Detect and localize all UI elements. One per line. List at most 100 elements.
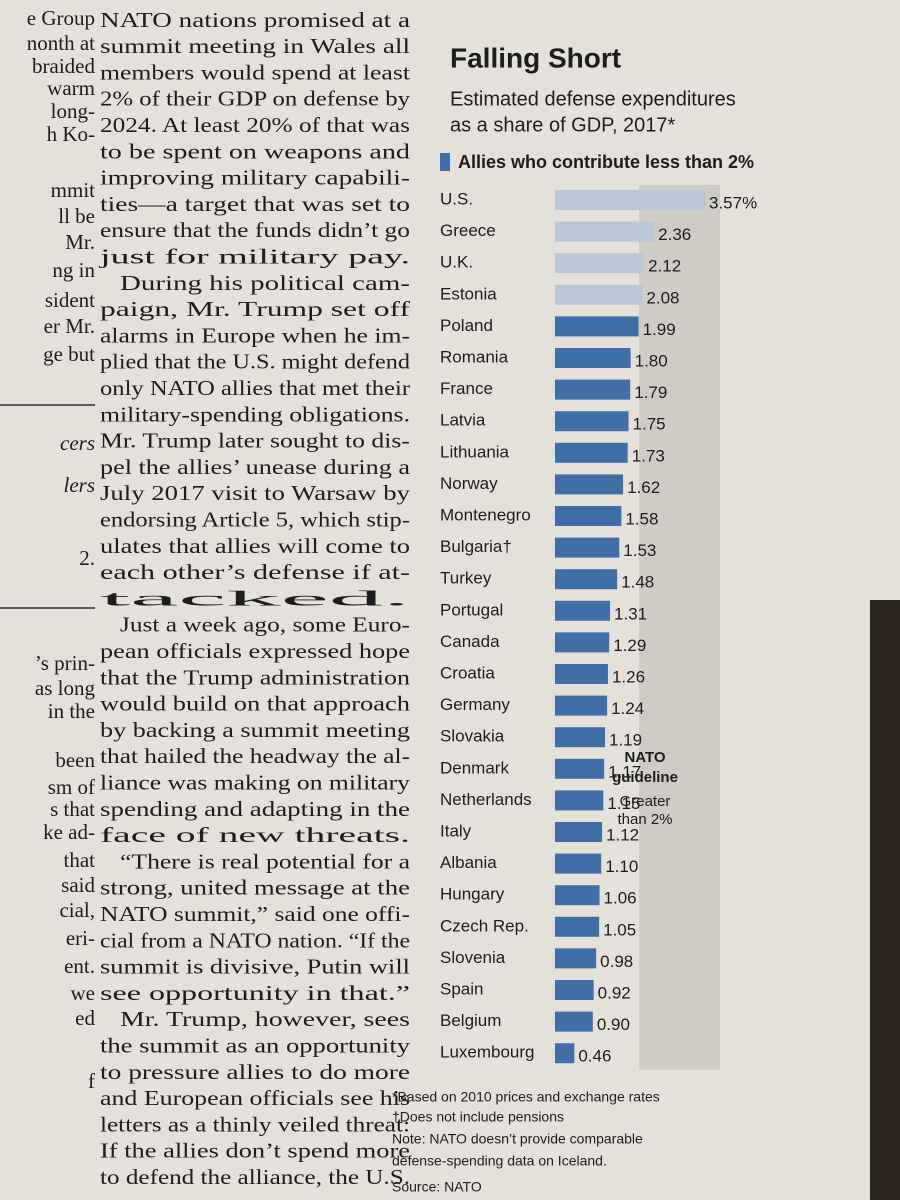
article-fragment: er Mr. [44,314,95,338]
article-line: NATO nations promised at a [100,8,411,32]
article-line: the summit as an opportunity [100,1034,411,1058]
article-line: tacked. [100,586,410,610]
bar [555,506,622,526]
category-label: Albania [440,853,497,872]
value-label: 1.17 [608,762,641,781]
bar [555,632,610,653]
chart-title: Falling Short [450,42,621,73]
article-line: pean officials expressed hope [100,639,410,663]
article-fragment: been [55,748,95,772]
article-line: see opportunity in that.” [100,981,410,1005]
value-label: 1.48 [621,573,654,592]
article-fragment: cial, [59,898,95,922]
category-label: Slovenia [440,948,506,967]
value-label: 0.90 [597,1015,630,1034]
article-line: plied that the U.S. might defend [100,350,411,374]
article-line: to pressure allies to do more [100,1060,410,1084]
article-line: each other’s defense if at- [100,560,410,584]
category-label: Norway [440,474,498,493]
article-line: Mr. Trump later sought to dis- [100,429,410,453]
article-line: liance was making on military [100,771,411,795]
article-line: pel the allies’ unease during a [100,455,411,479]
article-line: summit is divisive, Putin will [100,955,410,979]
article-fragment: that [64,848,96,872]
value-label: 1.58 [625,509,658,528]
article-line: to be spent on weapons and [100,139,411,163]
article-line: “There is real potential for a [120,849,411,873]
article-line: Mr. Trump, however, sees [120,1007,410,1031]
article-line: military-spending obligations. [100,402,410,426]
article-line: and European officials see his [100,1086,410,1110]
bar [555,411,629,432]
article-line: NATO summit,” said one offi- [100,902,410,926]
category-label: U.S. [440,189,473,208]
bar [555,822,603,842]
bar [555,600,611,621]
article-line: strong, united message at the [100,876,410,900]
article-fragment: ge but [43,342,95,366]
article-line: If the allies don’t spend more [100,1139,410,1163]
article-line: paign, Mr. Trump set off [100,297,410,321]
category-label: Hungary [440,885,505,904]
article-fragment: ent. [64,954,95,978]
article-line: 2% of their GDP on defense by [100,87,411,111]
value-label: 1.10 [605,857,638,876]
category-label: Canada [440,632,500,651]
category-label: Greece [440,221,496,240]
article-fragment: h Ko- [47,122,95,146]
bar [555,253,645,274]
category-label: Estonia [440,284,497,303]
article-fragment: ’s prin- [35,651,95,675]
bar [555,790,604,811]
value-label: 1.29 [613,636,646,655]
bar [555,316,639,337]
annotation: guideline [612,769,678,786]
article-fragment: ng in [52,258,95,282]
bar [555,569,618,590]
article-fragment: ke ad- [43,820,95,844]
article-fragment: ed [75,1006,95,1030]
value-label: 1.12 [606,825,639,844]
value-label: 1.15 [607,794,640,813]
article-fragment: f [88,1069,95,1093]
value-label: 1.06 [604,889,637,908]
value-label: 1.99 [643,320,676,339]
article-fragment: in the [48,699,95,723]
article-fragment: we [71,981,96,1005]
footnote: Note: NATO doesn’t provide comparable [392,1131,643,1147]
value-label: 0.46 [578,1047,611,1066]
bar [555,379,631,400]
value-label: 2.36 [658,225,691,244]
category-label: U.K. [440,253,473,272]
article-line: would build on that approach [100,692,411,716]
category-label: Lithuania [440,442,510,461]
value-label: 0.92 [598,983,631,1002]
article-fragment: sident [45,288,95,312]
bar [555,1043,575,1064]
category-label: Czech Rep. [440,916,529,935]
article-fragment: s that [50,797,95,821]
article-line: ensure that the funds didn’t go [100,218,410,242]
table-edge [870,600,900,1200]
bar [555,727,605,748]
value-label: 1.53 [623,541,656,560]
shaded-region [639,185,720,1070]
legend-swatch [440,153,450,171]
bar [555,474,624,495]
bar [555,537,620,558]
value-label: 1.73 [632,446,665,465]
article-line: only NATO allies that met their [100,376,410,400]
article-fragment: 2. [79,546,95,570]
value-label: 1.19 [609,731,642,750]
legend-label: Allies who contribute less than 2% [458,152,754,172]
value-label: 1.62 [627,478,660,497]
article-line: During his political cam- [120,271,410,295]
footnote: defense-spending data on Iceland. [392,1153,607,1169]
annotation: NATO [624,749,665,766]
category-label: Netherlands [440,790,532,809]
category-label: Romania [440,347,509,366]
article-fragment: braided [32,54,95,78]
category-label: Italy [440,821,472,840]
value-label: 3.57% [709,193,757,212]
